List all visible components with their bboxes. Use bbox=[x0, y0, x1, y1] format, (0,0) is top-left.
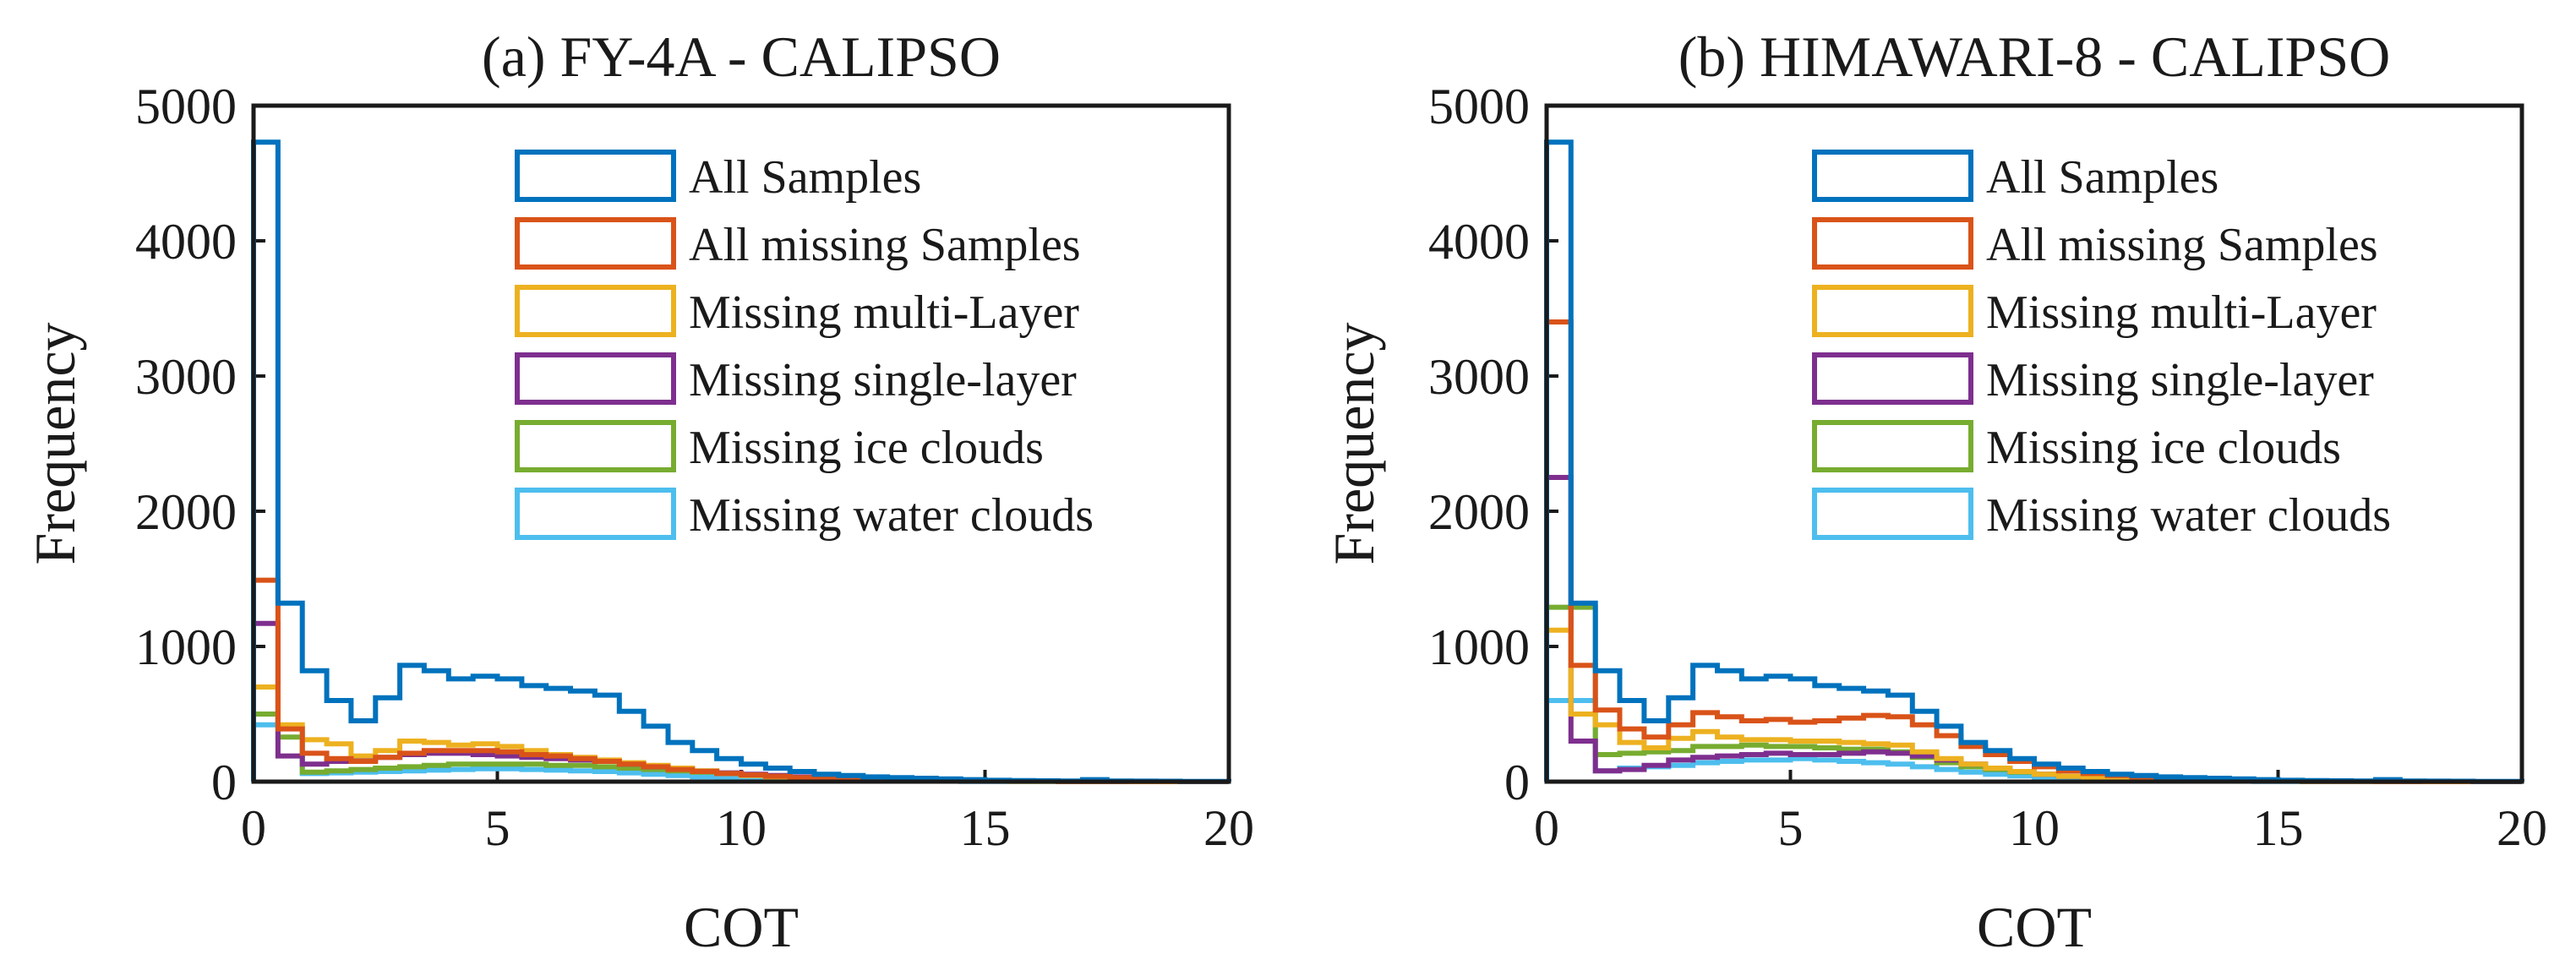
chart-title: (a) FY-4A - CALIPSO bbox=[482, 25, 1001, 89]
legend-label: Missing water clouds bbox=[689, 489, 1094, 542]
legend-swatch bbox=[515, 217, 676, 270]
y-tick-label: 5000 bbox=[135, 79, 237, 134]
plot-frame bbox=[251, 103, 1231, 784]
x-tick-label: 5 bbox=[485, 800, 510, 856]
legend-label: All missing Samples bbox=[1986, 219, 2378, 271]
y-tick-label: 5000 bbox=[1428, 79, 1530, 134]
y-axis-label: Frequency bbox=[1322, 322, 1386, 564]
y-ticks: 0 1000 2000 3000 4000 5000 bbox=[1428, 79, 1558, 810]
legend-label: Missing single-layer bbox=[1986, 354, 2374, 406]
x-tick-label: 15 bbox=[2253, 800, 2304, 856]
y-tick-label: 3000 bbox=[1428, 349, 1530, 405]
legend-swatch bbox=[515, 420, 676, 472]
legend-swatch bbox=[1812, 488, 1973, 540]
chart-title: (b) HIMAWARI-8 - CALIPSO bbox=[1678, 25, 2391, 89]
y-tick-label: 1000 bbox=[1428, 619, 1530, 675]
y-ticks: 0 1000 2000 3000 4000 5000 bbox=[135, 79, 265, 810]
legend-swatch bbox=[515, 285, 676, 337]
y-axis-label: Frequency bbox=[23, 322, 87, 564]
legend-label: All missing Samples bbox=[689, 219, 1081, 271]
legend-label: Missing water clouds bbox=[1986, 489, 2391, 542]
y-tick-label: 2000 bbox=[1428, 484, 1530, 540]
x-axis-label: COT bbox=[684, 895, 799, 959]
y-tick-label: 1000 bbox=[135, 619, 237, 675]
legend-label: All Samples bbox=[689, 151, 921, 204]
legend-swatch bbox=[1812, 352, 1973, 405]
legend-label: Missing ice clouds bbox=[689, 422, 1044, 474]
x-tick-label: 15 bbox=[960, 800, 1011, 856]
panel-b: (b) HIMAWARI-8 - CALIPSO COT Frequency 0… bbox=[1322, 25, 2547, 959]
y-tick-label: 0 bbox=[211, 755, 237, 810]
legend: All Samples All missing Samples Missing … bbox=[515, 150, 1094, 542]
y-tick-label: 4000 bbox=[135, 214, 237, 270]
x-axis-label: COT bbox=[1977, 895, 2092, 959]
x-ticks: 0 5 10 15 20 bbox=[1534, 770, 2547, 856]
plot-background bbox=[1547, 106, 2522, 782]
y-tick-label: 3000 bbox=[135, 349, 237, 405]
x-ticks: 0 5 10 15 20 bbox=[241, 770, 1254, 856]
legend-label: All Samples bbox=[1986, 151, 2219, 204]
x-tick-label: 20 bbox=[1203, 800, 1254, 856]
legend-swatch bbox=[1812, 217, 1973, 270]
y-tick-label: 2000 bbox=[135, 484, 237, 540]
panel-a: (a) FY-4A - CALIPSO COT Frequency 0 5 10 15… bbox=[23, 25, 1254, 959]
legend-swatch bbox=[515, 352, 676, 405]
x-tick-label: 0 bbox=[1534, 800, 1559, 856]
legend-swatch bbox=[1812, 420, 1973, 472]
legend-label: Missing single-layer bbox=[689, 354, 1077, 406]
legend-label: Missing multi-Layer bbox=[689, 286, 1079, 339]
legend-swatch bbox=[515, 488, 676, 540]
x-tick-label: 20 bbox=[2497, 800, 2547, 856]
plot-frame bbox=[1544, 103, 2524, 784]
legend-swatch bbox=[1812, 285, 1973, 337]
y-tick-label: 0 bbox=[1504, 755, 1530, 810]
legend-label: Missing ice clouds bbox=[1986, 422, 2341, 474]
x-tick-label: 5 bbox=[1778, 800, 1804, 856]
x-tick-label: 10 bbox=[2009, 800, 2060, 856]
legend-swatch bbox=[1812, 150, 1973, 202]
x-tick-label: 10 bbox=[716, 800, 767, 856]
legend-swatch bbox=[515, 150, 676, 202]
legend-label: Missing multi-Layer bbox=[1986, 286, 2377, 339]
x-tick-label: 0 bbox=[241, 800, 266, 856]
y-tick-label: 4000 bbox=[1428, 214, 1530, 270]
plot-background bbox=[254, 106, 1229, 782]
legend: All Samples All missing Samples Missing … bbox=[1812, 150, 2391, 542]
